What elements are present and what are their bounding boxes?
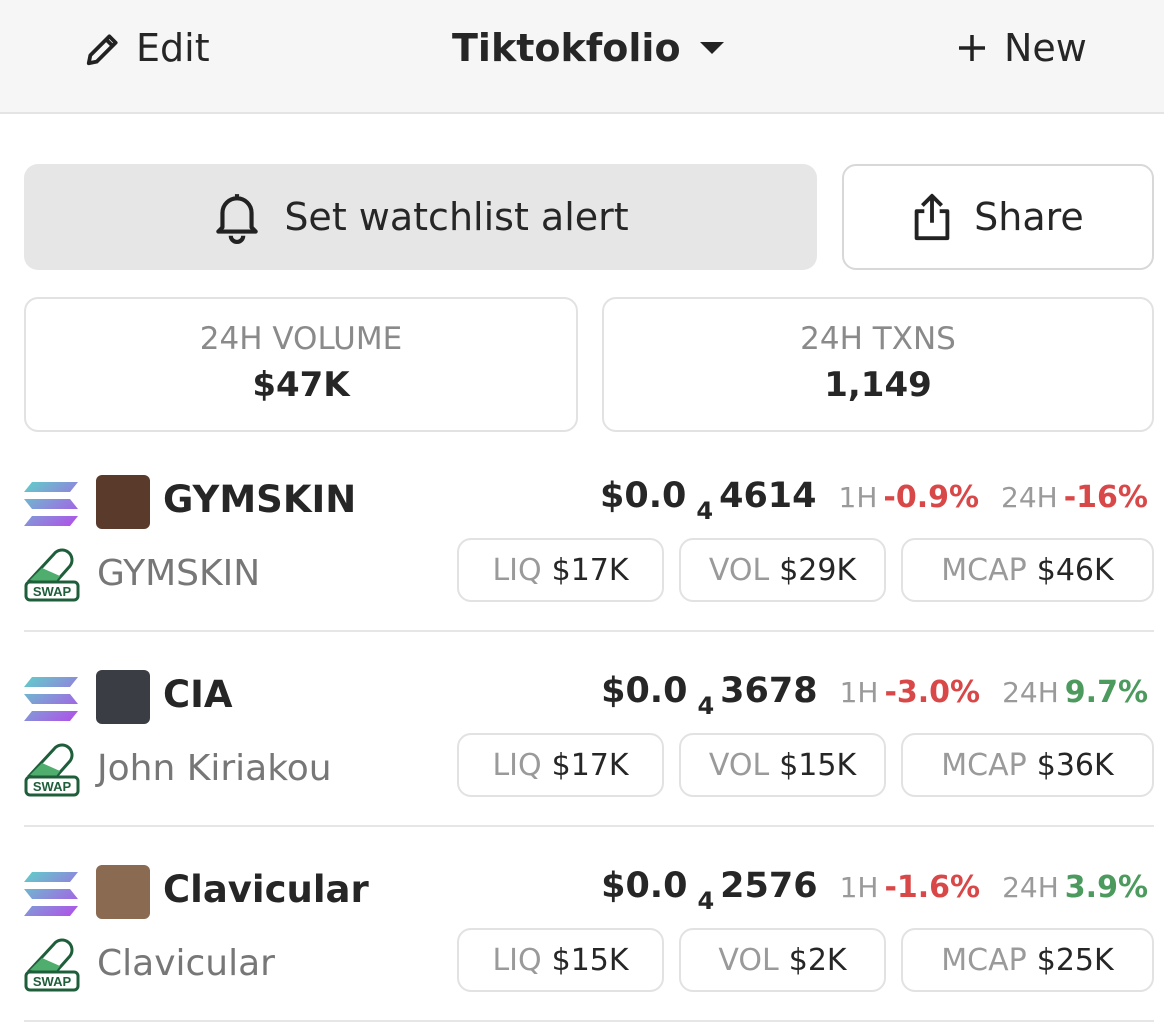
token-symbol[interactable]: CIA: [163, 673, 233, 716]
liq-pill: LIQ $17K: [457, 733, 664, 797]
alert-button[interactable]: Set watchlist alert: [24, 164, 817, 270]
mcap-pill: MCAP $36K: [901, 733, 1154, 797]
mcap-pill: MCAP $25K: [901, 928, 1154, 992]
new-button[interactable]: New: [1004, 26, 1087, 70]
chain-logo: [24, 677, 78, 721]
plus-icon[interactable]: [956, 32, 988, 64]
token-name: GYMSKIN: [97, 553, 261, 594]
liq-value: $15K: [551, 942, 629, 978]
price-digits: 2576: [720, 866, 818, 906]
vol-label: VOL: [708, 747, 770, 783]
change-1h-label: 1H: [839, 871, 879, 904]
stat-card: 24H TXNS 1,149: [602, 297, 1154, 432]
vol-label: VOL: [718, 942, 779, 978]
vol-pill: VOL $29K: [679, 538, 886, 602]
change-24h: -16%: [1063, 480, 1148, 515]
vol-value: $15K: [779, 747, 857, 783]
token-avatar: [96, 670, 150, 724]
change-24h-label: 24H: [1002, 676, 1059, 709]
stat-value: 1,149: [824, 365, 932, 405]
mcap-label: MCAP: [941, 747, 1027, 783]
change-1h: -1.6%: [884, 870, 981, 905]
price-prefix: $0.0: [600, 476, 687, 516]
mcap-label: MCAP: [941, 552, 1027, 588]
price-zeros: 4: [697, 692, 715, 720]
alert-label: Set watchlist alert: [284, 195, 629, 239]
mcap-value: $36K: [1036, 747, 1114, 783]
edit-icon[interactable]: [84, 30, 122, 68]
stat-label: 24H TXNS: [800, 321, 956, 357]
vol-pill: VOL $15K: [679, 733, 886, 797]
mcap-value: $46K: [1036, 552, 1114, 588]
chain-logo: [24, 872, 78, 916]
change-24h: 3.9%: [1064, 870, 1148, 905]
swap-badge: SWAP: [24, 548, 80, 602]
mcap-label: MCAP: [941, 942, 1027, 978]
liq-label: LIQ: [492, 942, 542, 978]
stat-label: 24H VOLUME: [199, 321, 403, 357]
vol-value: $29K: [779, 552, 857, 588]
token-name: Clavicular: [97, 943, 275, 984]
liq-pill: LIQ $17K: [457, 538, 664, 602]
edit-button[interactable]: Edit: [136, 26, 210, 70]
price-zeros: 4: [697, 887, 715, 915]
liq-value: $17K: [551, 552, 629, 588]
price-row: $0.0 4 4614 1H -0.9% 24H -16%: [600, 476, 1148, 525]
liq-value: $17K: [551, 747, 629, 783]
token-avatar: [96, 865, 150, 919]
share-button[interactable]: Share: [842, 164, 1154, 270]
vol-label: VOL: [708, 552, 770, 588]
swap-badge: SWAP: [24, 938, 80, 992]
vol-value: $2K: [788, 942, 847, 978]
chain-logo: [24, 482, 78, 526]
stat-card: 24H VOLUME $47K: [24, 297, 578, 432]
change-24h: 9.7%: [1064, 675, 1148, 710]
token-symbol[interactable]: Clavicular: [163, 868, 369, 911]
token-name: John Kiriakou: [97, 748, 332, 789]
change-1h-label: 1H: [839, 676, 879, 709]
change-1h-label: 1H: [838, 481, 878, 514]
stat-value: $47K: [252, 365, 350, 405]
swap-badge-text: SWAP: [33, 779, 72, 794]
liq-label: LIQ: [492, 747, 542, 783]
row-divider: [24, 1020, 1154, 1022]
token-symbol[interactable]: GYMSKIN: [163, 478, 357, 521]
mcap-pill: MCAP $46K: [901, 538, 1154, 602]
row-divider: [24, 825, 1154, 827]
price-zeros: 4: [696, 497, 714, 525]
swap-badge: SWAP: [24, 743, 80, 797]
header: Edit Tiktokfolio New: [0, 0, 1164, 114]
price-prefix: $0.0: [601, 671, 688, 711]
change-1h: -3.0%: [884, 675, 981, 710]
swap-badge-text: SWAP: [33, 974, 72, 989]
vol-pill: VOL $2K: [679, 928, 886, 992]
price-prefix: $0.0: [601, 866, 688, 906]
price-digits: 3678: [720, 671, 818, 711]
dropdown-caret[interactable]: [698, 40, 726, 56]
bell-icon: [216, 194, 259, 244]
price-row: $0.0 4 3678 1H -3.0% 24H 9.7%: [601, 671, 1148, 720]
token-avatar: [96, 475, 150, 529]
change-24h-label: 24H: [1001, 481, 1058, 514]
share-label: Share: [974, 195, 1084, 239]
swap-badge-text: SWAP: [33, 584, 72, 599]
row-divider: [24, 630, 1154, 632]
change-24h-label: 24H: [1002, 871, 1059, 904]
price-digits: 4614: [719, 476, 817, 516]
portfolio-title[interactable]: Tiktokfolio: [452, 26, 681, 70]
change-1h: -0.9%: [883, 480, 980, 515]
mcap-value: $25K: [1036, 942, 1114, 978]
price-row: $0.0 4 2576 1H -1.6% 24H 3.9%: [601, 866, 1148, 915]
liq-pill: LIQ $15K: [457, 928, 664, 992]
share-icon: [914, 193, 950, 241]
liq-label: LIQ: [492, 552, 542, 588]
